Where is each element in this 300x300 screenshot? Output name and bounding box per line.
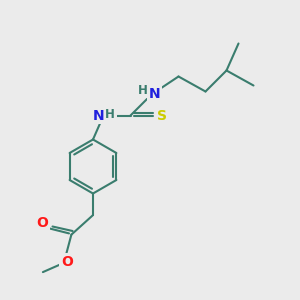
Text: H: H	[138, 83, 148, 97]
Text: O: O	[36, 216, 48, 230]
Text: S: S	[157, 109, 167, 122]
Text: H: H	[105, 107, 115, 121]
Text: N: N	[149, 87, 160, 101]
Text: N: N	[93, 109, 105, 122]
Text: O: O	[61, 255, 73, 268]
